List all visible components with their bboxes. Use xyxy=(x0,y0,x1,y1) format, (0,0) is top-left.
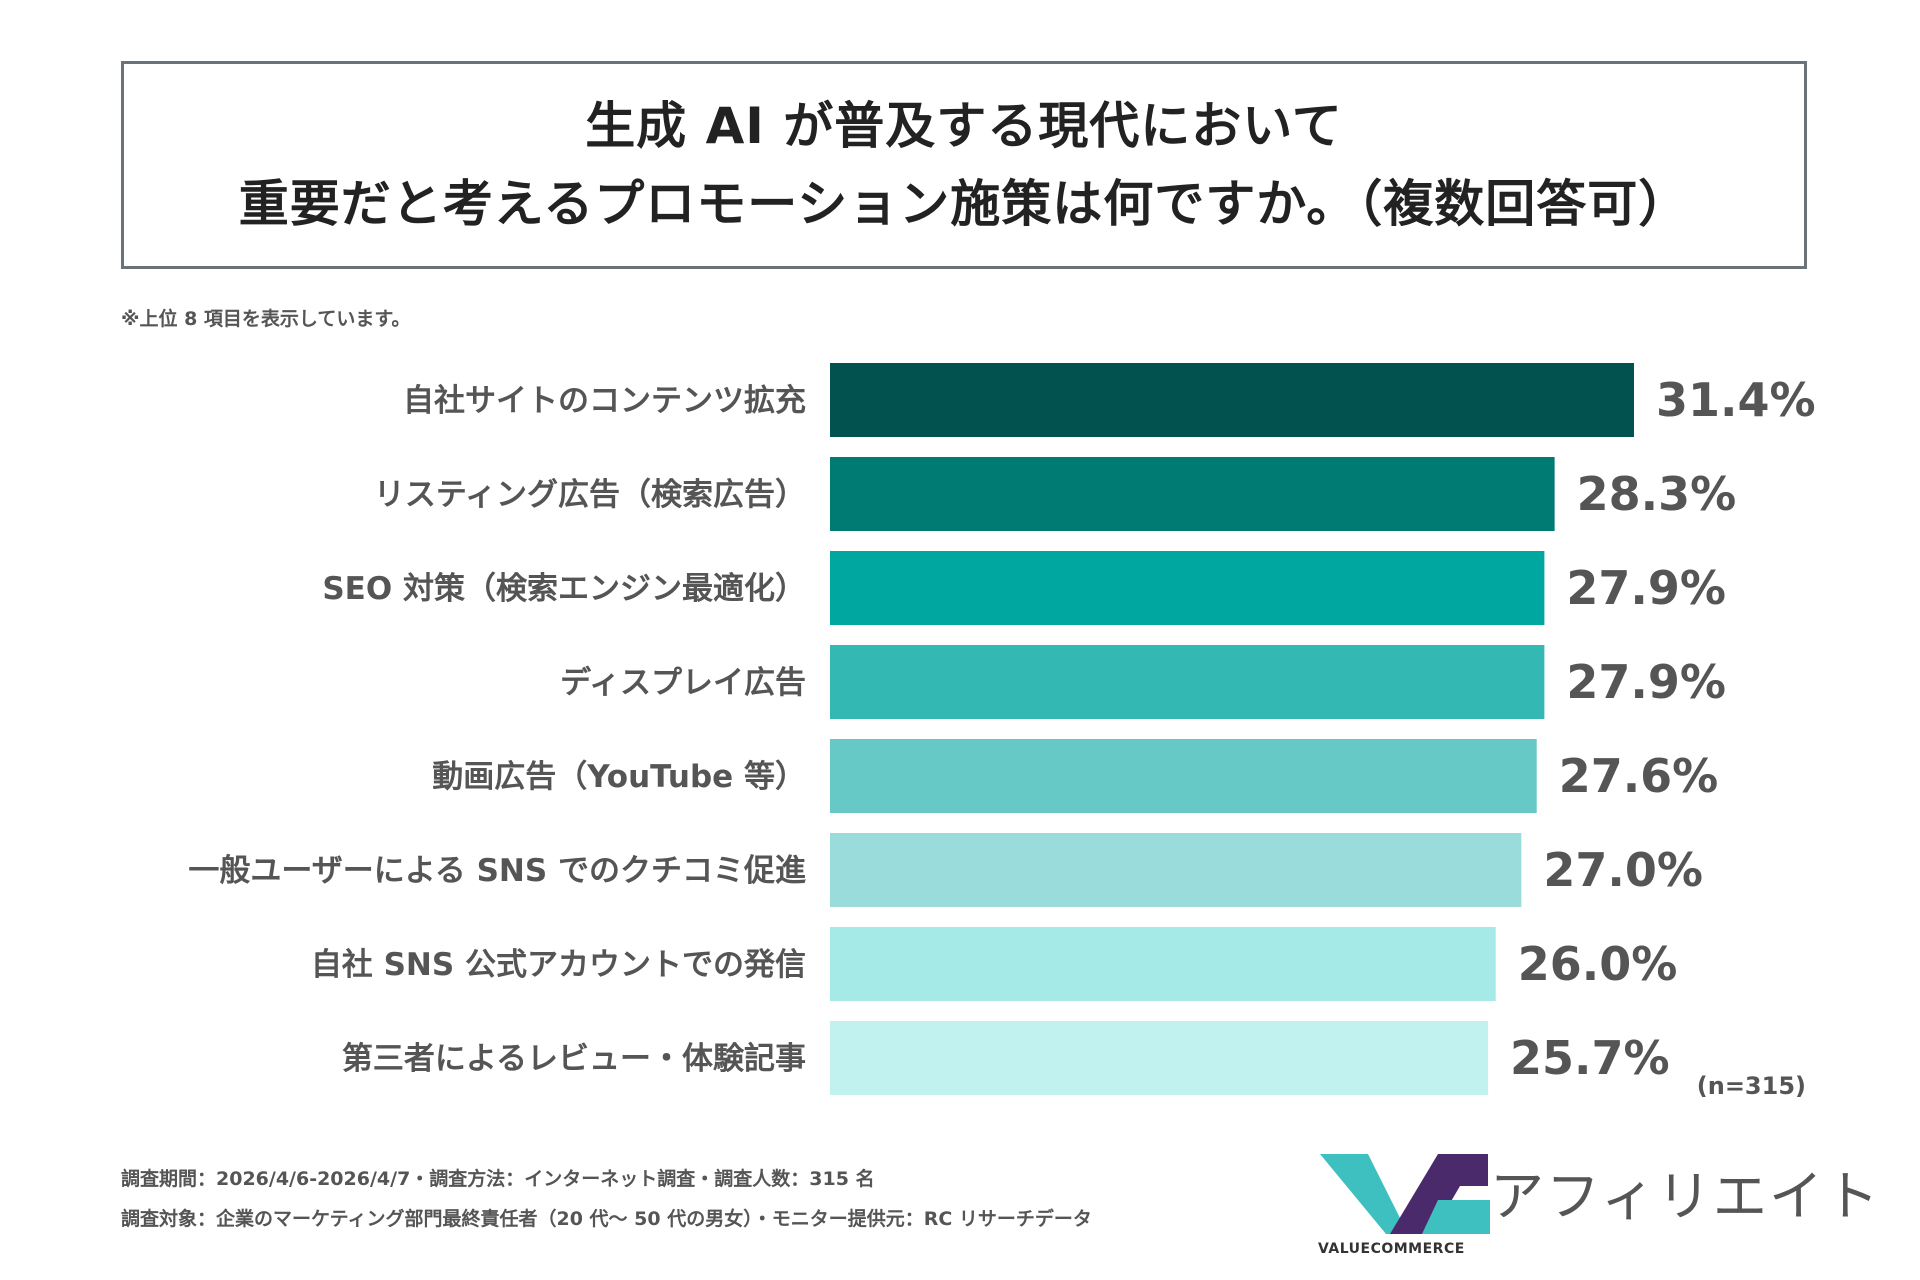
title-box: 生成 AI が普及する現代において 重要だと考えるプロモーション施策は何ですか。… xyxy=(121,61,1807,269)
bar xyxy=(830,363,1634,437)
value-label: 31.4% xyxy=(1656,373,1816,427)
bar xyxy=(830,551,1545,625)
logo-brand: VALUECOMMERCE xyxy=(1318,1241,1465,1257)
bar xyxy=(830,833,1522,907)
value-label: 27.0% xyxy=(1543,843,1703,897)
bar xyxy=(830,1021,1489,1095)
chart-note: ※上位 8 項目を表示しています。 xyxy=(121,308,411,330)
value-label: 25.7% xyxy=(1510,1031,1670,1085)
category-label: リスティング広告（検索広告） xyxy=(374,477,806,513)
footer-survey-period: 調査期間：2026/4/6-2026/4/7・調査方法：インターネット調査・調査… xyxy=(121,1168,875,1190)
chart-title-line1: 生成 AI が普及する現代において xyxy=(585,97,1343,155)
value-label: 27.6% xyxy=(1559,749,1719,803)
category-label: 一般ユーザーによる SNS でのクチコミ促進 xyxy=(188,853,806,889)
category-label: ディスプレイ広告 xyxy=(560,665,806,701)
value-label: 28.3% xyxy=(1577,467,1737,521)
category-label: 第三者によるレビュー・体験記事 xyxy=(342,1041,806,1077)
bar xyxy=(830,739,1537,813)
bar xyxy=(830,645,1545,719)
logo-text: アフィリエイト xyxy=(1490,1165,1881,1228)
valuecommerce-logo-icon xyxy=(1320,1154,1490,1234)
value-label: 27.9% xyxy=(1566,655,1726,709)
value-label: 26.0% xyxy=(1518,937,1678,991)
value-label: 27.9% xyxy=(1566,561,1726,615)
category-label: 自社サイトのコンテンツ拡充 xyxy=(403,383,806,419)
category-label: 自社 SNS 公式アカウントでの発信 xyxy=(311,947,806,983)
chart-title-line2: 重要だと考えるプロモーション施策は何ですか。（複数回答可） xyxy=(238,175,1690,233)
sample-size: (n=315) xyxy=(1696,1072,1806,1100)
category-label: SEO 対策（検索エンジン最適化） xyxy=(322,571,806,607)
bar xyxy=(830,457,1555,531)
category-label: 動画広告（YouTube 等） xyxy=(432,759,806,795)
bar xyxy=(830,927,1496,1001)
footer-survey-target: 調査対象：企業のマーケティング部門最終責任者（20 代～ 50 代の男女）・モニ… xyxy=(121,1208,1092,1230)
